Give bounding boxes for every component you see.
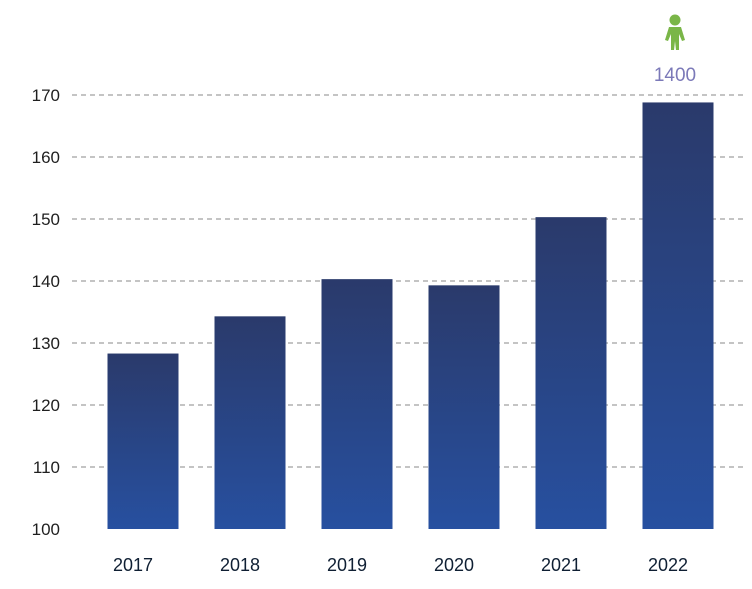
gridlines: [72, 94, 744, 468]
x-tick-label-2021: 2021: [541, 555, 581, 575]
person-icon: [665, 14, 685, 50]
x-tick-label-2022: 2022: [648, 555, 688, 575]
y-axis: 100 110 120 130 140 150 160 170: [32, 86, 60, 539]
bar-2018: [214, 316, 286, 529]
y-tick-label-120: 120: [32, 396, 60, 415]
annotation: 1400: [654, 14, 696, 86]
x-tick-label-2017: 2017: [113, 555, 153, 575]
x-tick-label-2018: 2018: [220, 555, 260, 575]
bar-2022: [642, 102, 714, 529]
x-tick-label-2019: 2019: [327, 555, 367, 575]
y-tick-label-170: 170: [32, 86, 60, 105]
x-tick-label-2020: 2020: [434, 555, 474, 575]
bar-2020: [428, 285, 500, 529]
y-tick-label-110: 110: [33, 458, 60, 477]
y-tick-label-160: 160: [32, 148, 60, 167]
y-tick-label-140: 140: [32, 272, 60, 291]
y-tick-label-100: 100: [32, 520, 60, 539]
bar-2021: [535, 217, 607, 529]
bar-2017: [107, 353, 179, 529]
x-axis: 2017 2018 2019 2020 2021 2022: [113, 555, 688, 575]
y-tick-label-150: 150: [32, 210, 60, 229]
bars: [107, 102, 714, 529]
annotation-value: 1400: [654, 65, 696, 86]
bar-2019: [321, 279, 393, 529]
y-tick-label-130: 130: [32, 334, 60, 353]
